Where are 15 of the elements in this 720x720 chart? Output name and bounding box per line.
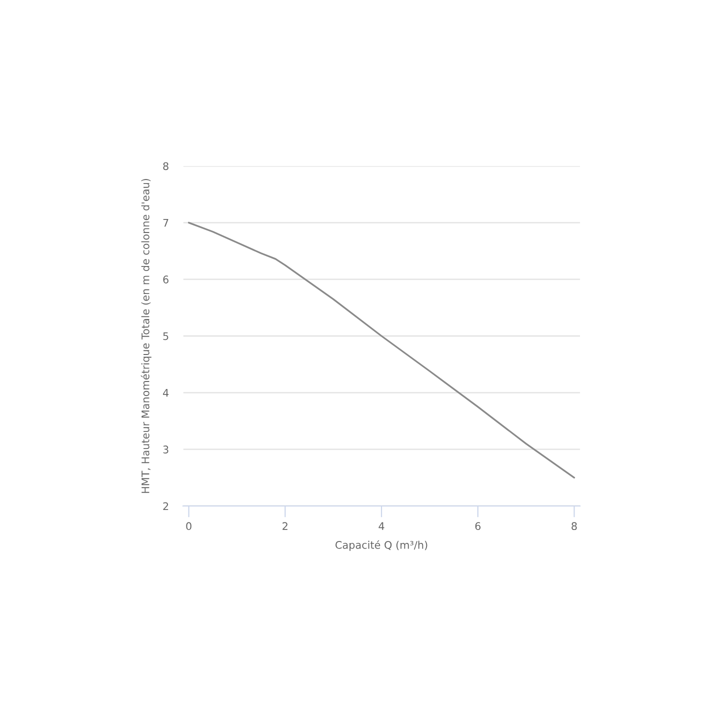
x-tick-label: 2 [282,522,288,530]
y-tick-label: 5 [163,332,168,340]
y-tick-label: 4 [162,389,169,397]
y-tick-label: 8 [163,162,168,170]
y-tick-label: 3 [163,446,168,454]
y-tick-label: 7 [163,219,168,227]
x-tick-label: 8 [572,522,577,530]
x-tick-label: 4 [378,522,384,530]
y-tick-label: 6 [163,276,168,284]
y-tick-label: 2 [163,502,168,510]
line-series [188,222,576,478]
y-axis-title: HMT, Hauteur Manométrique Totale (en m de colonne d'eau) [140,178,152,493]
x-tick-label: 0 [186,522,192,530]
x-axis-title: Capacité Q (m³/h) [336,540,428,551]
x-tick-label: 6 [475,522,481,530]
